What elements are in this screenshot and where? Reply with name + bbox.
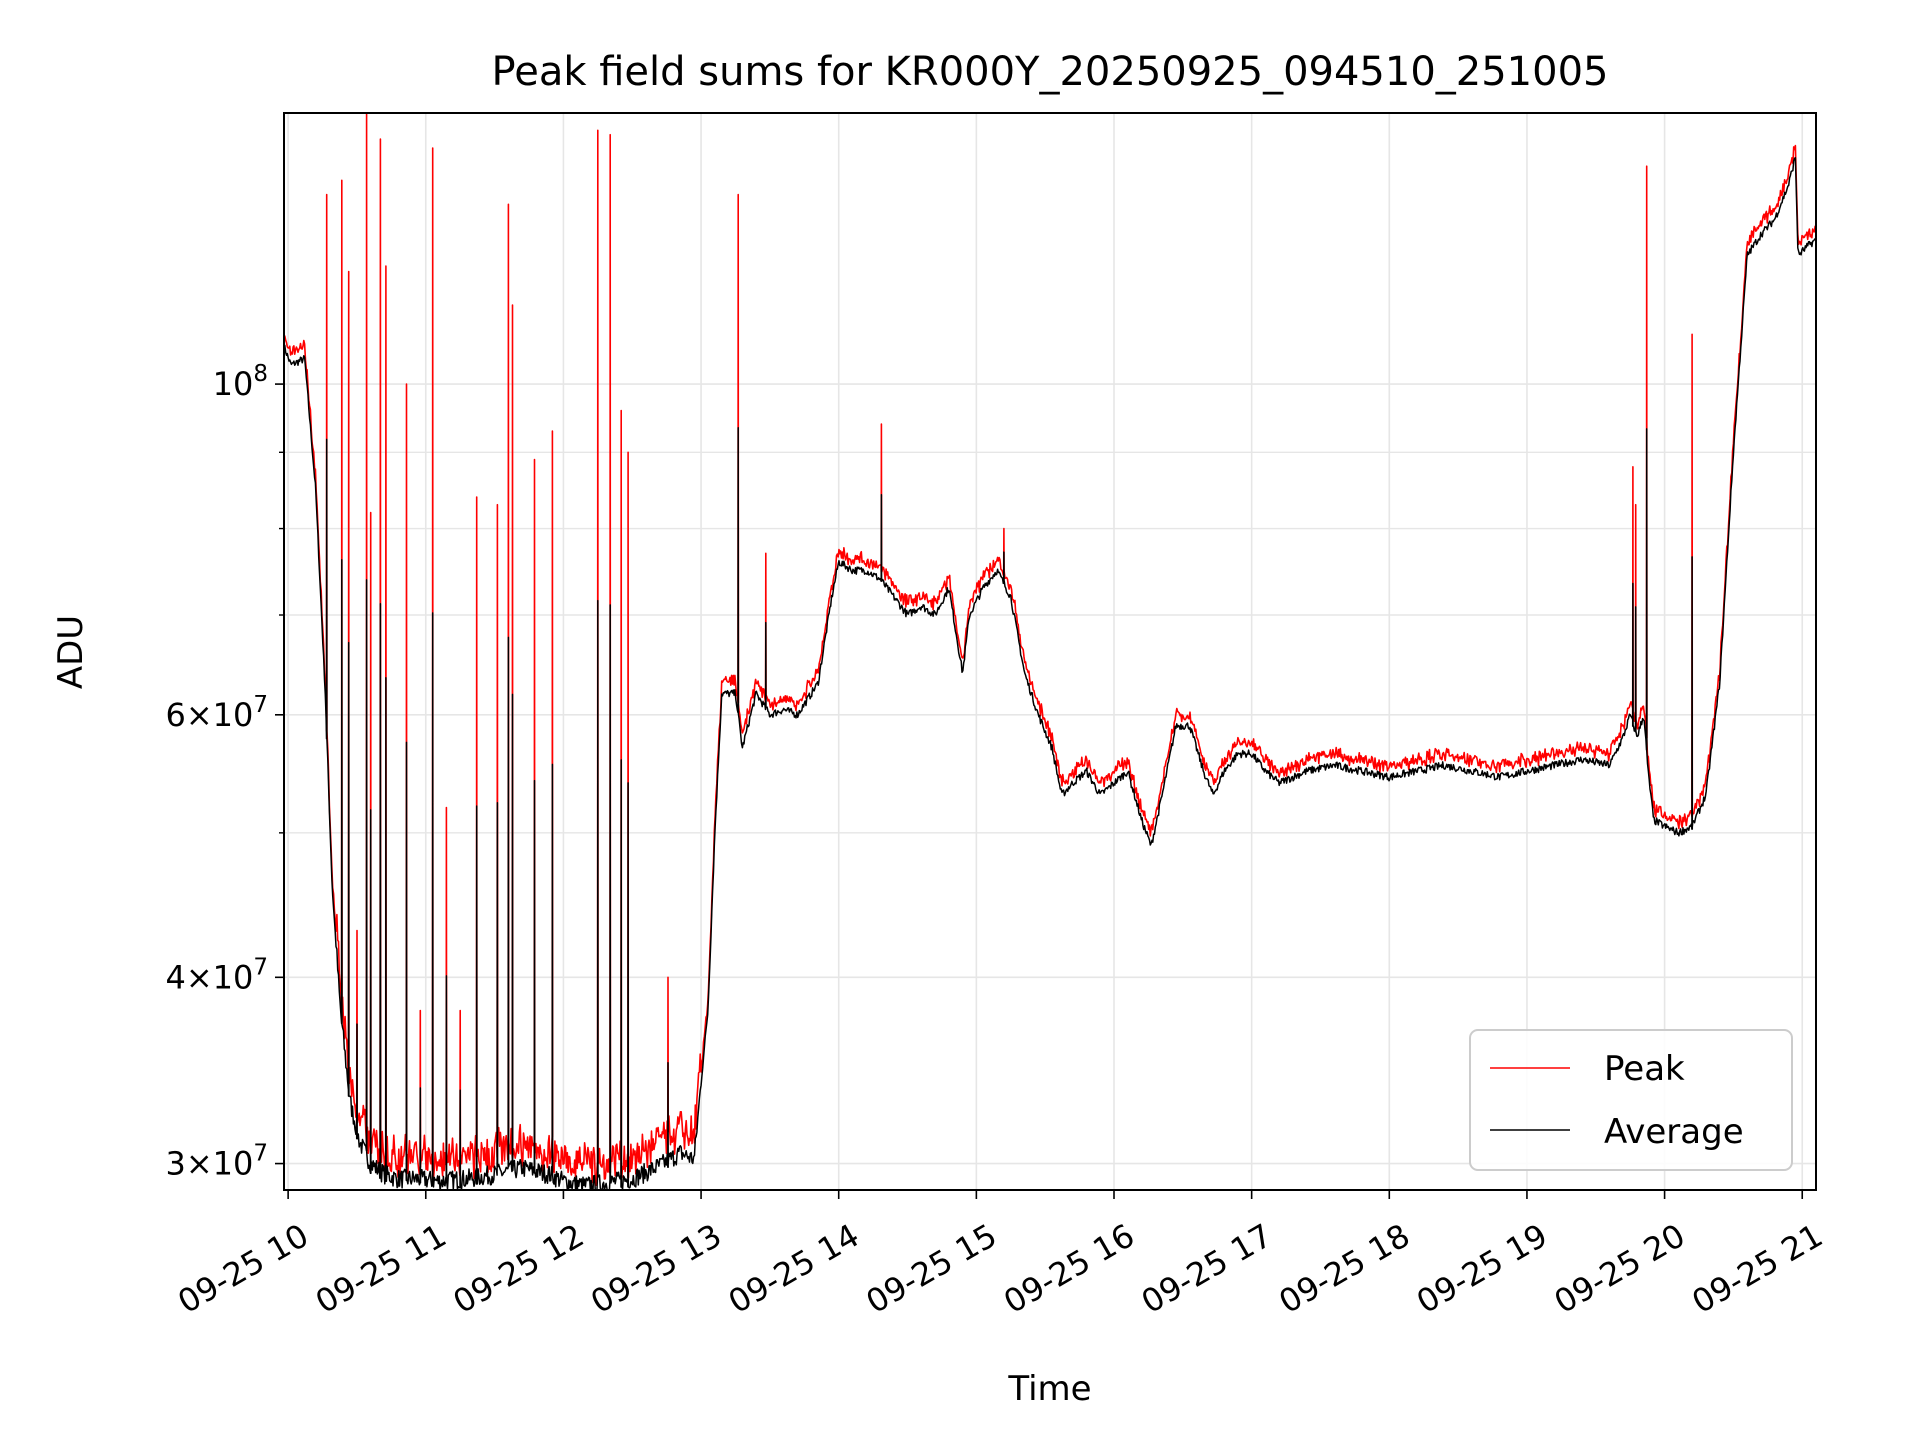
series-line-average: [284, 157, 1816, 1190]
y-tick-label: 6×107: [165, 692, 268, 734]
plot-frame: [283, 112, 1817, 1191]
y-axis-label: ADU: [51, 615, 91, 689]
y-tick-label: 108: [213, 361, 268, 403]
chart-title: Peak field sums for KR000Y_20250925_0945…: [492, 49, 1609, 95]
y-tick-label: 3×107: [165, 1141, 268, 1183]
y-axis-ticks: 3×107 4×107 6×107 108: [165, 361, 284, 1183]
grid: [284, 113, 1816, 1190]
y-tick-label: 4×107: [165, 954, 268, 996]
legend-peak-label: Peak: [1604, 1049, 1685, 1089]
legend: Peak Average: [1469, 1029, 1793, 1171]
series-lines: [284, 113, 1816, 1190]
x-axis-label: Time: [1007, 1369, 1091, 1409]
legend-box: [1469, 1029, 1793, 1171]
legend-average-label: Average: [1604, 1112, 1744, 1152]
